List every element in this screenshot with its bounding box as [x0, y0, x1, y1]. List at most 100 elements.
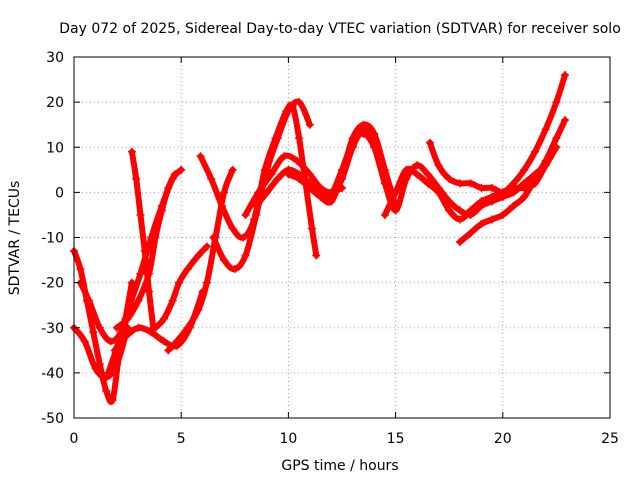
y-tick-label: -10 [41, 231, 64, 247]
data-point-marker [488, 183, 497, 192]
data-point-marker [175, 278, 184, 287]
y-axis-label: SDTVAR / TECUs [7, 181, 23, 296]
data-point-marker [202, 278, 211, 287]
data-point-marker [183, 265, 192, 274]
data-point-marker [402, 165, 411, 174]
data-point-marker [134, 296, 143, 305]
data-point-marker [477, 197, 486, 206]
data-point-marker [80, 337, 89, 346]
data-point-marker [295, 134, 304, 143]
series-track-h [151, 242, 211, 332]
y-tick-label: -40 [41, 366, 64, 382]
y-tick-label: 10 [46, 140, 64, 156]
data-point-marker [413, 161, 422, 170]
data-point-marker [520, 192, 529, 201]
data-point-marker [280, 152, 289, 161]
y-tick-label: -50 [41, 411, 64, 427]
data-point-marker [262, 165, 271, 174]
data-point-marker [488, 192, 497, 201]
data-point-marker [423, 179, 432, 188]
data-point-marker [95, 359, 104, 368]
data-point-marker [112, 323, 121, 332]
data-point-marker [488, 215, 497, 224]
data-point-marker [151, 323, 160, 332]
data-point-marker [170, 170, 179, 179]
data-point-marker [89, 328, 98, 337]
x-tick-label: 20 [494, 431, 512, 447]
data-point-marker [312, 251, 321, 260]
y-tick-label: -20 [41, 276, 64, 292]
data-point-marker [252, 201, 261, 210]
data-point-marker [327, 192, 336, 201]
data-point-marker [560, 71, 569, 80]
data-point-marker [552, 143, 561, 152]
data-point-marker [241, 251, 250, 260]
data-point-marker [413, 170, 422, 179]
series-track-s [477, 143, 561, 206]
data-point-marker [220, 188, 229, 197]
data-point-marker [305, 120, 314, 129]
data-point-marker [455, 206, 464, 215]
data-point-marker [434, 161, 443, 170]
data-point-marker [391, 206, 400, 215]
data-point-marker [292, 156, 301, 165]
data-point-marker [552, 134, 561, 143]
data-point-marker [466, 228, 475, 237]
data-point-marker [102, 386, 111, 395]
data-point-marker [177, 165, 186, 174]
data-point-marker [230, 265, 239, 274]
data-point-marker [157, 206, 166, 215]
data-point-marker [477, 183, 486, 192]
data-point-marker [172, 337, 181, 346]
y-tick-label: 30 [46, 50, 64, 66]
axis-ticks: 0 5 10 15 20 25 -50 -40 -30 -20 -10 0 10 20 30 [41, 50, 619, 447]
data-point-marker [425, 138, 434, 147]
data-point-marker [267, 170, 276, 179]
data-point-marker [284, 107, 293, 116]
data-point-marker [380, 210, 389, 219]
x-axis-label: GPS time / hours [281, 458, 398, 474]
data-point-marker [498, 188, 507, 197]
data-point-marker [445, 206, 454, 215]
data-point-marker [145, 269, 154, 278]
data-point-marker [145, 287, 154, 296]
data-point-marker [123, 314, 132, 323]
data-point-marker [455, 215, 464, 224]
data-point-marker [338, 165, 346, 174]
data-point-marker [316, 192, 325, 201]
data-point-marker [498, 210, 507, 219]
data-point-marker [160, 337, 169, 346]
data-point-marker [202, 242, 211, 251]
data-point-marker [136, 269, 145, 278]
data-point-marker [85, 296, 94, 305]
data-point-marker [254, 188, 263, 197]
data-point-marker [295, 98, 304, 107]
series-line [426, 72, 568, 196]
data-point-marker [95, 323, 104, 332]
y-tick-label: -30 [41, 321, 64, 337]
data-point-marker [541, 125, 550, 134]
data-point-marker [125, 301, 134, 310]
data-point-marker [239, 233, 248, 242]
data-point-marker [445, 174, 454, 183]
data-point-marker [455, 238, 464, 247]
data-point-marker [228, 224, 237, 233]
data-point-marker [359, 129, 368, 138]
data-point-marker [121, 332, 130, 341]
data-point-marker [76, 265, 85, 274]
x-tick-label: 15 [387, 431, 405, 447]
data-point-marker [273, 174, 282, 183]
data-point-marker [147, 328, 156, 337]
data-point-marker [207, 174, 216, 183]
data-point-marker [348, 138, 357, 147]
data-point-marker [183, 323, 192, 332]
data-point-marker [466, 206, 475, 215]
chart-title: Day 072 of 2025, Sidereal Day-to-day VTE… [59, 21, 621, 37]
x-tick-label: 10 [279, 431, 297, 447]
data-point-marker [370, 143, 379, 152]
data-point-marker [520, 183, 529, 192]
data-point-marker [168, 296, 177, 305]
data-point-marker [273, 134, 282, 143]
data-point-marker [477, 219, 486, 228]
